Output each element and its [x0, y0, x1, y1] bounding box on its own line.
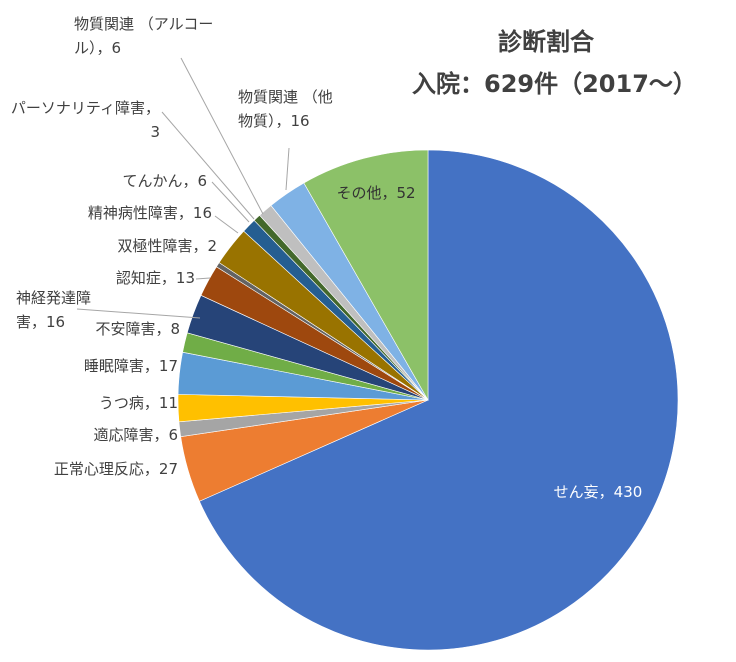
- data-label-9: 精神病性障害，16: [88, 204, 212, 222]
- data-label-11: パーソナリティ障害， 3: [11, 99, 160, 141]
- data-label-12: 物質関連 （アルコール），6: [74, 15, 213, 57]
- leader-line-12: [180, 57, 264, 215]
- data-label-4: 睡眠障害，17: [84, 357, 178, 375]
- chart-title: 診断割合: [498, 28, 594, 56]
- leader-line-9: [214, 215, 239, 234]
- data-label-8: 双極性障害，2: [117, 237, 217, 255]
- chart-subtitle: 入院：629件（2017〜）: [412, 70, 697, 98]
- data-label-3: うつ病，11: [99, 394, 178, 412]
- data-label-13: 物質関連 （他物質），16: [238, 88, 333, 130]
- data-label-1: 正常心理反応，27: [54, 460, 178, 478]
- data-label-10: てんかん，6: [122, 172, 207, 190]
- data-label-2: 適応障害，6: [93, 426, 178, 444]
- leader-line-11: [161, 111, 255, 220]
- leader-line-7: [195, 277, 211, 280]
- data-label-14: その他，52: [336, 184, 415, 202]
- leader-line-13: [285, 147, 290, 191]
- pie-slice-0: [199, 149, 679, 651]
- leader-line-10: [211, 181, 250, 223]
- data-label-6: 神経発達障害，16: [16, 289, 91, 331]
- pie-slice-14: [303, 149, 429, 402]
- data-label-7: 認知症，13: [116, 269, 195, 287]
- data-label-0: せん妄，430: [554, 483, 643, 501]
- data-label-5: 不安障害，8: [95, 320, 180, 338]
- leader-line-6: [76, 308, 201, 319]
